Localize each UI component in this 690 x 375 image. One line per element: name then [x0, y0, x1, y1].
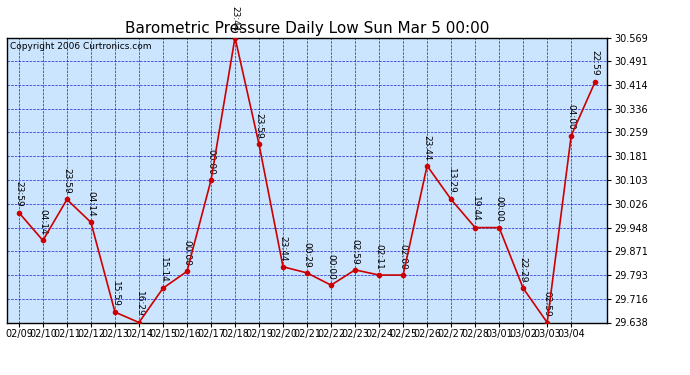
Text: 23:59: 23:59 [255, 113, 264, 139]
Text: 16:29: 16:29 [135, 291, 144, 317]
Title: Barometric Pressure Daily Low Sun Mar 5 00:00: Barometric Pressure Daily Low Sun Mar 5 … [125, 21, 489, 36]
Text: 15:14: 15:14 [159, 257, 168, 283]
Text: 02:59: 02:59 [542, 291, 552, 317]
Text: 23:59: 23:59 [62, 168, 72, 194]
Text: 00:00: 00:00 [495, 196, 504, 222]
Text: 23:44: 23:44 [279, 236, 288, 261]
Text: 15:59: 15:59 [110, 280, 119, 306]
Text: 13:29: 13:29 [446, 168, 455, 194]
Text: 23:44: 23:44 [422, 135, 432, 160]
Text: 04:14: 04:14 [86, 191, 95, 217]
Text: Copyright 2006 Curtronics.com: Copyright 2006 Curtronics.com [10, 42, 151, 51]
Text: 04:14: 04:14 [39, 209, 48, 235]
Text: 23:59: 23:59 [14, 181, 23, 207]
Text: 22:29: 22:29 [519, 257, 528, 283]
Text: 00:00: 00:00 [182, 240, 192, 266]
Text: 02:11: 02:11 [375, 244, 384, 270]
Text: 22:59: 22:59 [591, 50, 600, 76]
Text: 02:59: 02:59 [351, 238, 359, 264]
Text: 23:44: 23:44 [230, 6, 239, 32]
Text: 02:00: 02:00 [399, 244, 408, 270]
Text: 04:00: 04:00 [566, 105, 575, 130]
Text: 00:00: 00:00 [326, 254, 335, 280]
Text: 19:44: 19:44 [471, 196, 480, 222]
Text: 00:00: 00:00 [206, 149, 215, 175]
Text: 00:29: 00:29 [302, 242, 312, 267]
